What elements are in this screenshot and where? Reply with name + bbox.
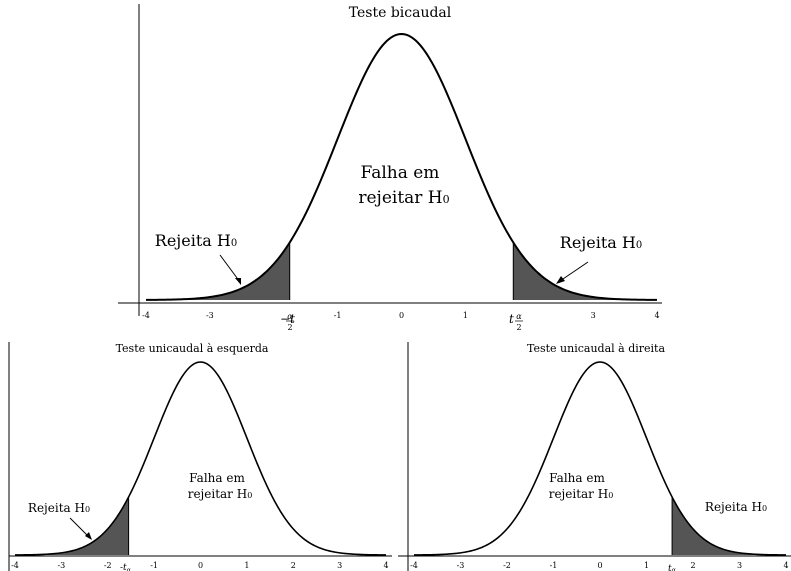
alpha-subscript: α bbox=[672, 567, 676, 571]
tick-label: 0 bbox=[198, 561, 203, 570]
critical-label: tα bbox=[668, 564, 676, 571]
t-symbol: t bbox=[509, 312, 514, 326]
tick-labels: -4 -3 -2 -1 0 1 2 3 4 bbox=[11, 561, 388, 570]
reject-label: Rejeita H0 bbox=[705, 500, 767, 514]
tick-label: 2 bbox=[291, 561, 296, 570]
svg-text:−t: −t bbox=[280, 312, 295, 326]
tick-label: -1 bbox=[334, 311, 342, 320]
center-label-line2: rejeitar H0 bbox=[358, 188, 449, 208]
tick-labels: -4 -3 -2 -1 0 1 2 3 4 bbox=[410, 561, 788, 570]
center-label-line1: Falha em bbox=[189, 471, 245, 485]
h-symbol: Rejeita H bbox=[155, 231, 231, 250]
h-subscript: 0 bbox=[636, 240, 642, 251]
h-subscript: 0 bbox=[85, 505, 90, 514]
panel-right-tailed: -4 -3 -2 -1 0 1 2 3 4 Teste unicaudal à direita … bbox=[398, 342, 791, 571]
h-subscript: 0 bbox=[231, 238, 237, 249]
h-subscript: 0 bbox=[247, 491, 252, 500]
tick-label: -4 bbox=[142, 311, 150, 320]
arrow-left bbox=[69, 517, 92, 540]
h-subscript: 0 bbox=[762, 504, 767, 513]
critical-label-right: t α 2 bbox=[509, 312, 523, 332]
h-subscript: 0 bbox=[608, 491, 613, 500]
h-symbol: Rejeita H bbox=[560, 233, 636, 252]
t-symbol: t bbox=[290, 312, 295, 326]
two-denominator: 2 bbox=[516, 323, 521, 332]
chart-title: Teste bicaudal bbox=[349, 5, 452, 21]
rejection-area-right bbox=[513, 242, 657, 300]
tick-label: 0 bbox=[597, 561, 602, 570]
tick-label: -4 bbox=[410, 561, 418, 570]
chart-title: Teste unicaudal à esquerda bbox=[116, 342, 269, 355]
tick-label: 2 bbox=[690, 561, 695, 570]
tick-label: 1 bbox=[244, 561, 249, 570]
normal-curve bbox=[14, 361, 387, 556]
h-symbol: Rejeita H bbox=[28, 501, 85, 515]
h-symbol: rejeitar H bbox=[358, 188, 442, 208]
reject-label-right: Rejeita H0 bbox=[560, 233, 642, 252]
tick-label: 3 bbox=[591, 311, 596, 320]
rejection-area-right bbox=[672, 496, 786, 555]
reject-label-left: Rejeita H0 bbox=[155, 231, 237, 250]
tick-label: 4 bbox=[654, 311, 659, 320]
tick-labels: -4 -3 -1 0 1 3 4 bbox=[142, 311, 659, 320]
rejection-area-left bbox=[146, 242, 290, 300]
critical-label: -tα bbox=[120, 563, 131, 571]
t-symbol: t bbox=[668, 564, 672, 571]
tick-label: 1 bbox=[644, 561, 649, 570]
svg-text:t: t bbox=[509, 312, 514, 326]
center-label-line2: rejeitar H0 bbox=[549, 487, 614, 501]
tick-label: 4 bbox=[383, 561, 388, 570]
alpha-subscript: α bbox=[127, 567, 131, 571]
tick-label: -1 bbox=[550, 561, 558, 570]
h-symbol: rejeitar H bbox=[188, 487, 248, 501]
normal-curve bbox=[413, 361, 787, 556]
tick-label: -3 bbox=[206, 311, 214, 320]
tick-label: 0 bbox=[399, 311, 404, 320]
normal-curve bbox=[145, 32, 658, 301]
tick-label: 3 bbox=[737, 561, 742, 570]
center-label-line1: Falha em bbox=[361, 163, 440, 183]
panel-left-tailed: -4 -3 -2 -1 0 1 2 3 4 Teste unicaudal à esquerda… bbox=[8, 342, 392, 571]
tick-label: -3 bbox=[457, 561, 465, 570]
tick-label: -4 bbox=[11, 561, 19, 570]
minus-sign: − bbox=[280, 312, 290, 326]
tick-label: -2 bbox=[104, 561, 112, 570]
t-symbol: -t bbox=[120, 563, 127, 571]
h-symbol: rejeitar H bbox=[549, 487, 609, 501]
arrow-left bbox=[219, 254, 241, 285]
h-symbol: Rejeita H bbox=[705, 500, 762, 514]
panel-two-tailed: -4 -3 -1 0 1 3 4 Teste bicaudal Falha em rejei… bbox=[118, 4, 662, 332]
rejection-area-left bbox=[15, 496, 129, 555]
two-denominator: 2 bbox=[287, 323, 292, 332]
tick-label: -3 bbox=[57, 561, 65, 570]
chart-title: Teste unicaudal à direita bbox=[527, 342, 665, 355]
center-label-line1: Falha em bbox=[549, 471, 605, 485]
center-label-line2: rejeitar H0 bbox=[188, 487, 253, 501]
tick-label: 1 bbox=[463, 311, 468, 320]
tick-label: -2 bbox=[503, 561, 511, 570]
alpha-numerator: α bbox=[516, 312, 522, 321]
tick-label: -1 bbox=[150, 561, 158, 570]
alpha-numerator: α bbox=[287, 312, 293, 321]
tick-label: 4 bbox=[783, 561, 788, 570]
reject-label: Rejeita H0 bbox=[28, 501, 90, 515]
tick-label: 3 bbox=[337, 561, 342, 570]
h-subscript: 0 bbox=[443, 193, 450, 206]
arrow-right bbox=[556, 261, 589, 284]
critical-label-left: −t α 2 bbox=[280, 312, 295, 332]
